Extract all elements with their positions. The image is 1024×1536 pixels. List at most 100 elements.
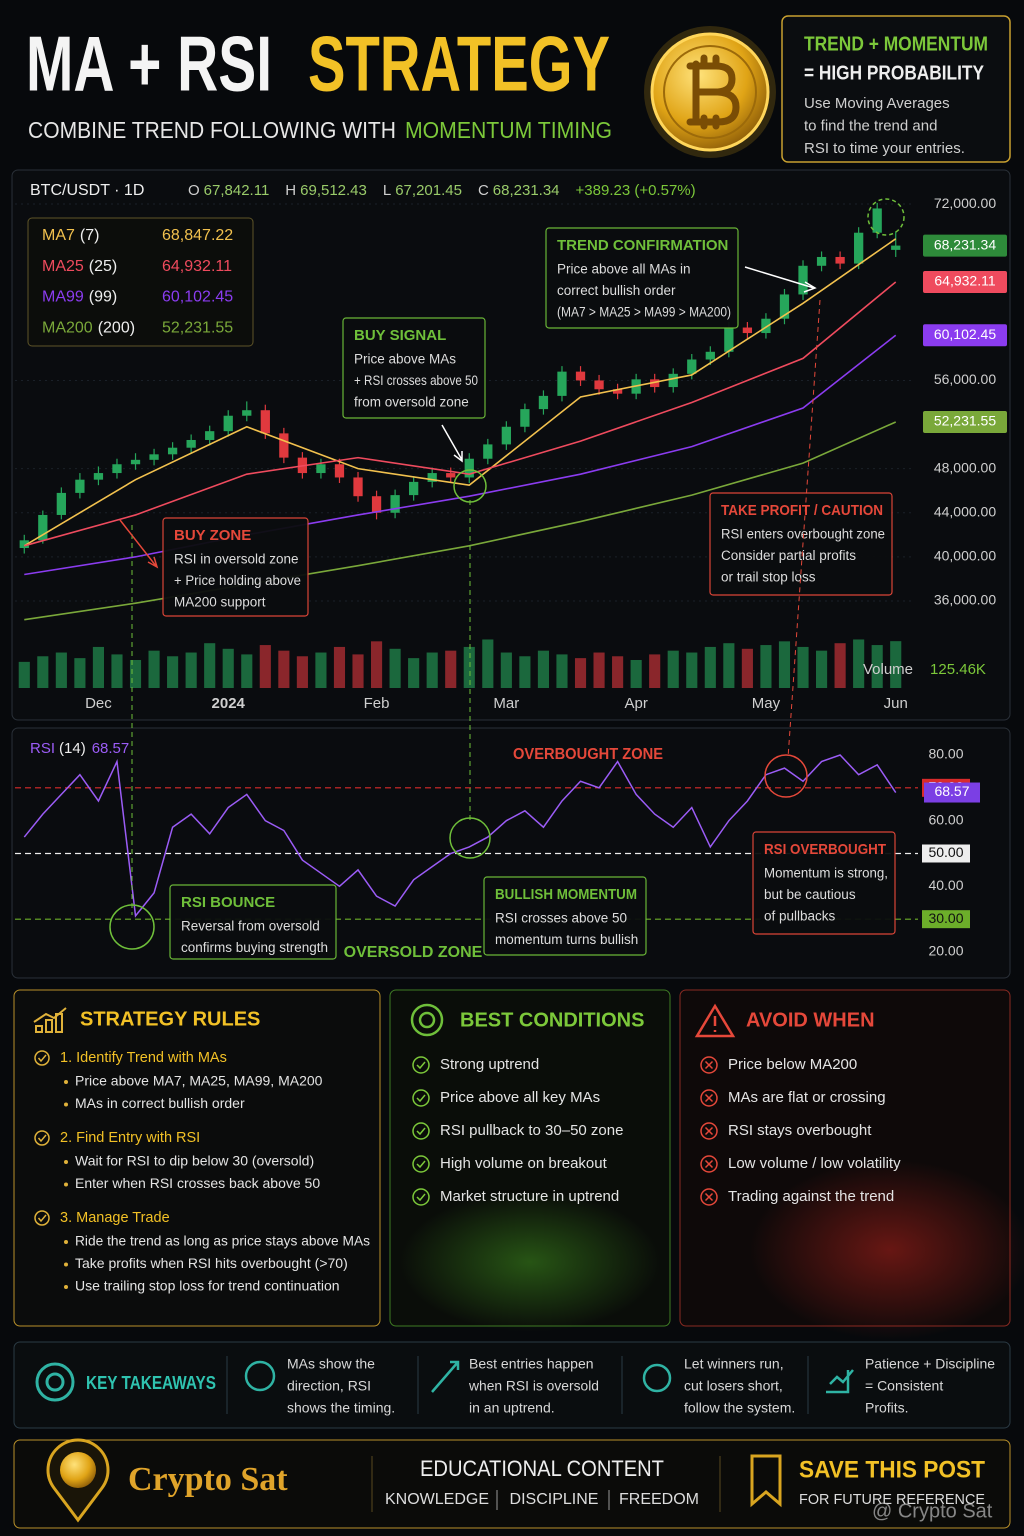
watermark: @ Crypto Sat — [872, 1500, 993, 1522]
x-icon — [704, 1192, 714, 1202]
takeaway-text: cut losers short, — [684, 1378, 783, 1394]
condition: Low volume / low volatility — [728, 1155, 901, 1172]
check-icon — [37, 1214, 47, 1223]
highlight — [449, 817, 491, 859]
y-tick-label: 44,000.00 — [934, 503, 996, 519]
takeaway-text: Profits. — [865, 1400, 909, 1416]
check-icon — [416, 1061, 426, 1070]
candle-body — [538, 395, 549, 410]
y-tick-label: 40,000.00 — [934, 548, 996, 564]
candle-body — [409, 481, 419, 496]
annotation-text: confirms buying strength — [181, 940, 328, 955]
volume-bar — [593, 652, 605, 688]
ohlc-value: 67,842.11 — [204, 182, 270, 199]
ohlc-key: H — [285, 182, 296, 199]
volume-bar — [222, 648, 234, 688]
x-tick-label: Jun — [884, 695, 908, 712]
annotation-text: RSI in oversold zone — [174, 552, 299, 567]
arrow — [441, 424, 463, 463]
check-icon — [37, 1134, 47, 1143]
volume-bar — [333, 646, 346, 688]
rsi-badge — [924, 782, 980, 803]
condition: Price above all key MAs — [440, 1089, 600, 1106]
bullet — [64, 1080, 68, 1084]
candle-body — [75, 479, 85, 493]
volume-bar — [445, 650, 457, 688]
price-badge — [923, 410, 1007, 433]
icon-bookmark — [750, 1454, 782, 1508]
candle-body — [891, 245, 901, 250]
condition: Market structure in uptrend — [440, 1188, 619, 1205]
symbol: BTC/USDT · 1D — [30, 182, 144, 199]
x-icon — [704, 1159, 714, 1169]
annotation-text: MA200 support — [174, 595, 266, 610]
highlight — [109, 904, 155, 950]
annotation-text: Price above MAs — [354, 352, 456, 367]
rsi-current: 68.57 — [92, 740, 130, 757]
x-icon — [700, 1056, 718, 1074]
volume-bar — [667, 650, 679, 688]
price-badge — [923, 324, 1007, 347]
volume-bar — [741, 648, 753, 688]
volume-bar — [352, 654, 364, 688]
volume-bar — [18, 661, 30, 688]
y-tick-label: 20.00 — [928, 943, 963, 959]
bitcoin-glyph — [686, 54, 740, 130]
volume-bar — [871, 645, 883, 688]
annotation-box — [162, 517, 309, 617]
candle-body — [742, 327, 753, 334]
volume-bar — [890, 641, 902, 688]
ohlc-key: L — [383, 182, 391, 199]
candle-body — [56, 492, 66, 515]
volume-bar — [204, 643, 216, 688]
y-tick-label: 36,000.00 — [934, 592, 996, 608]
volume-bar — [556, 654, 568, 688]
title: MA + RSI — [26, 20, 272, 108]
annotation-text: RSI crosses above 50 — [495, 911, 627, 926]
content: MA + RSI STRATEGY COMBINE TREND FOLLOWING … — [15, 20, 1007, 1522]
annotation-title: BULLISH MOMENTUM — [495, 886, 637, 903]
rule-bullet: Enter when RSI crosses back above 50 — [75, 1175, 320, 1191]
bullet — [64, 1160, 68, 1164]
candle-body — [446, 473, 456, 478]
volume-bar — [74, 658, 86, 688]
change: +389.23 (+0.57%) — [576, 182, 696, 199]
y-tick-label: 40.00 — [928, 877, 963, 893]
callout-text: RSI to time your entries. — [804, 140, 965, 157]
rules-box — [13, 989, 381, 1327]
check-icon — [34, 1210, 50, 1226]
level-badge — [922, 844, 970, 863]
candle-body — [112, 464, 122, 474]
footer-box — [13, 1439, 1011, 1529]
ma-line — [23, 238, 897, 547]
volume-bar — [129, 660, 142, 688]
subtitle: MOMENTUM TIMING — [405, 117, 612, 143]
candle-body — [816, 256, 827, 266]
check-icon — [416, 1094, 426, 1103]
candle-body — [650, 379, 660, 388]
icon-takeaway — [45, 1372, 65, 1392]
check-icon — [412, 1089, 430, 1107]
icon-target — [410, 1003, 444, 1037]
highlight — [453, 469, 487, 503]
annotation-title: RSI BOUNCE — [181, 894, 275, 911]
takeaways-title: KEY TAKEAWAYS — [86, 1373, 216, 1393]
annotation-title: TAKE PROFIT / CAUTION — [721, 502, 883, 519]
price-badge-label: 60,102.45 — [934, 326, 996, 342]
footer-heading: EDUCATIONAL CONTENT — [420, 1456, 664, 1481]
volume-bar — [649, 654, 661, 688]
ohlc-key: C — [478, 182, 489, 199]
candle-body — [779, 294, 790, 319]
x-icon — [704, 1060, 714, 1070]
candle-body — [371, 496, 382, 513]
legend-value: 60,102.45 — [162, 289, 233, 306]
candle-body — [705, 351, 715, 360]
takeaway-text: in an uptrend. — [469, 1400, 555, 1416]
annotation-text: Price above all MAs in — [557, 262, 691, 277]
candle-body — [872, 208, 882, 233]
condition: High volume on breakout — [440, 1155, 608, 1172]
icon-takeaway — [431, 1360, 460, 1393]
takeaway-text: Best entries happen — [469, 1356, 594, 1372]
x-tick-label: Apr — [624, 695, 647, 712]
volume-bar — [704, 646, 716, 688]
